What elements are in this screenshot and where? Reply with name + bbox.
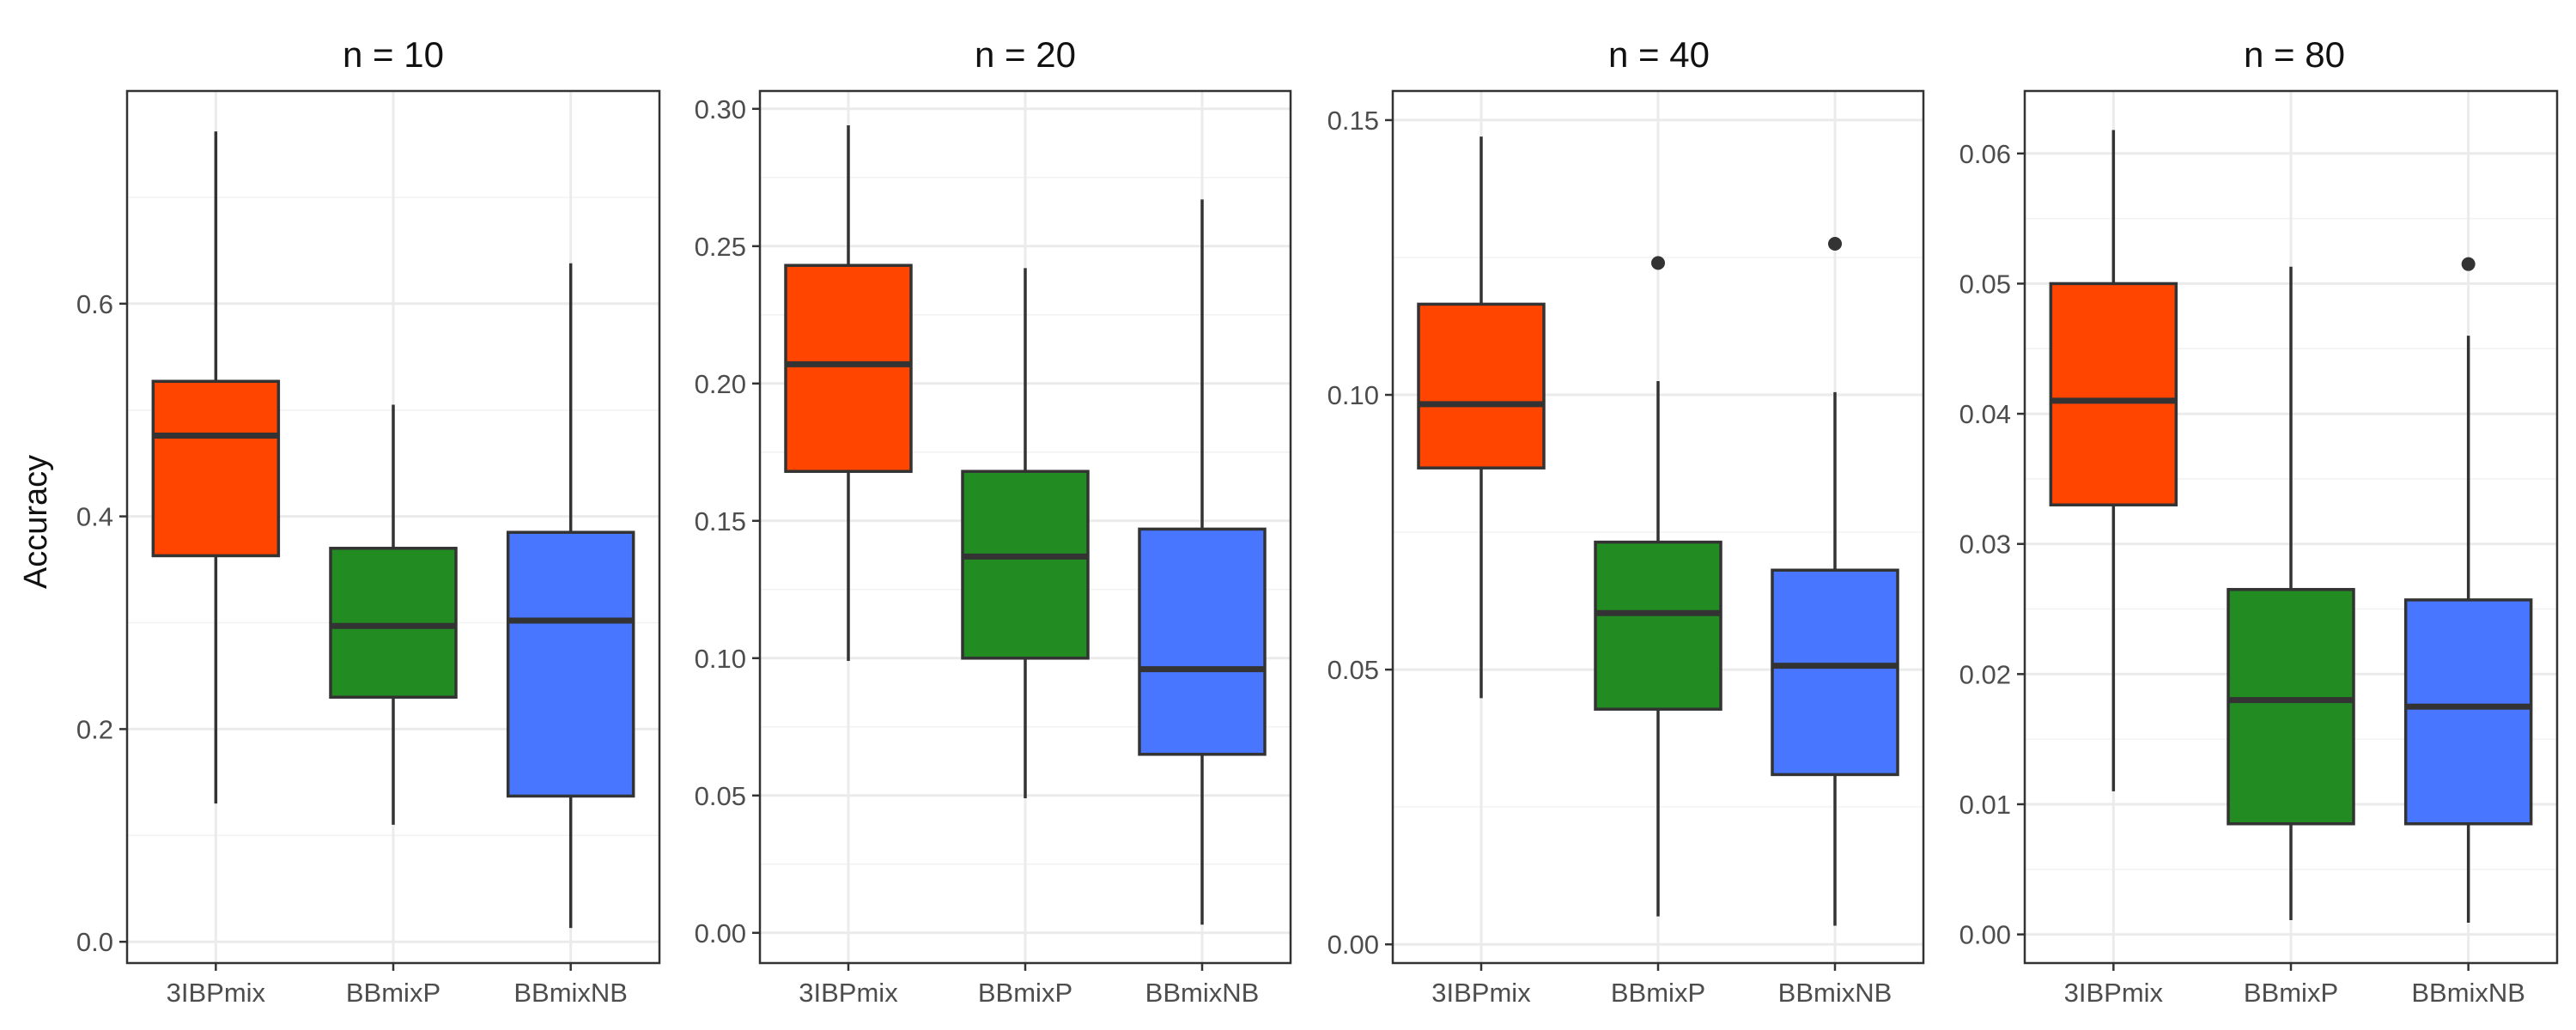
y-tick-label: 0.20 bbox=[695, 369, 746, 399]
y-tick-label: 0.03 bbox=[1959, 530, 2011, 560]
panel-plot: 0.00 0.01 0.02 0.03 0.04 0.05 0.06 3IBPmix BBmix… bbox=[1959, 89, 2559, 1008]
y-tick-label: 0.00 bbox=[1327, 930, 1379, 960]
x-tick-label: BBmixNB bbox=[2411, 978, 2525, 1008]
panel-n40: n = 40 0.00 0.05 0.10 0.15 3IBPmix BBmixP BBmi… bbox=[1327, 34, 1925, 1008]
x-tick-label: BBmixNB bbox=[1778, 978, 1893, 1008]
panel-n80: n = 80 0.00 0.01 0.02 0.03 0.04 0.05 0.06 3IBPm… bbox=[1959, 34, 2559, 1008]
box-BBmixNB bbox=[2403, 598, 2533, 826]
y-tick-label: 0.02 bbox=[1959, 659, 2011, 689]
outlier-point bbox=[2461, 257, 2476, 271]
y-tick-label: 0.0 bbox=[76, 927, 113, 957]
y-tick-label: 0.25 bbox=[695, 232, 746, 262]
y-tick-label: 0.00 bbox=[1959, 920, 2011, 950]
panel-n10: n = 10 0.0 0.2 0.4 0.6 3IBPmix BBmixP BBmixNB bbox=[76, 34, 661, 1008]
x-tick-label: BBmixNB bbox=[513, 978, 628, 1008]
y-tick-label: 0.30 bbox=[695, 94, 746, 124]
y-tick-label: 0.05 bbox=[695, 781, 746, 811]
x-tick-label: 3IBPmix bbox=[2064, 978, 2164, 1008]
panel-n20: n = 20 0.00 0.05 0.10 0.15 0.20 0.25 0.30 3IBPm… bbox=[695, 34, 1292, 1008]
y-tick-label: 0.06 bbox=[1959, 139, 2011, 169]
outlier-point bbox=[1828, 236, 1842, 251]
box-BBmixP bbox=[961, 470, 1090, 660]
panel-plot: 0.00 0.05 0.10 0.15 3IBPmix BBmixP BBmixNB bbox=[1327, 89, 1925, 1008]
x-tick-label: BBmixP bbox=[1611, 978, 1705, 1008]
box-3IBPmix bbox=[1417, 302, 1546, 470]
x-tick-label: BBmixNB bbox=[1145, 978, 1260, 1008]
y-tick-label: 0.10 bbox=[1327, 380, 1379, 410]
y-tick-label: 0.04 bbox=[1959, 399, 2011, 429]
outlier-point bbox=[1651, 256, 1665, 270]
box-BBmixNB bbox=[1771, 568, 1899, 777]
panel-plot: 0.0 0.2 0.4 0.6 3IBPmix BBmixP BBmixNB bbox=[76, 89, 661, 1008]
box-BBmixP bbox=[329, 547, 458, 699]
y-tick-label: 0.4 bbox=[76, 502, 113, 532]
y-tick-label: 0.6 bbox=[76, 289, 113, 319]
x-tick-label: 3IBPmix bbox=[799, 978, 898, 1008]
x-tick-label: 3IBPmix bbox=[1431, 978, 1531, 1008]
y-tick-label: 0.2 bbox=[76, 714, 113, 744]
y-tick-label: 0.00 bbox=[695, 918, 746, 948]
box-3IBPmix bbox=[151, 379, 281, 558]
x-tick-label: BBmixP bbox=[978, 978, 1072, 1008]
y-tick-label: 0.05 bbox=[1327, 655, 1379, 685]
x-tick-label: BBmixP bbox=[2244, 978, 2338, 1008]
box-3IBPmix bbox=[2049, 282, 2178, 506]
panel-title: n = 80 bbox=[2244, 34, 2345, 75]
x-tick-label: BBmixP bbox=[346, 978, 440, 1008]
y-tick-label: 0.05 bbox=[1959, 269, 2011, 299]
box-3IBPmix bbox=[784, 264, 913, 473]
y-tick-label: 0.10 bbox=[695, 644, 746, 674]
y-tick-label: 0.15 bbox=[695, 506, 746, 536]
panel-title: n = 10 bbox=[343, 34, 444, 75]
box-BBmixNB bbox=[1138, 527, 1267, 756]
y-tick-label: 0.01 bbox=[1959, 790, 2011, 820]
box-BBmixP bbox=[2227, 588, 2355, 826]
panel-title: n = 40 bbox=[1608, 34, 1710, 75]
box-BBmixNB bbox=[506, 530, 635, 798]
x-tick-label: 3IBPmix bbox=[167, 978, 266, 1008]
panel-plot: 0.00 0.05 0.10 0.15 0.20 0.25 0.30 3IBPmix BBmix… bbox=[695, 89, 1292, 1008]
box-BBmixP bbox=[1594, 540, 1722, 711]
panel-title: n = 20 bbox=[975, 34, 1076, 75]
y-axis-label: Accuracy bbox=[18, 455, 54, 589]
y-tick-label: 0.15 bbox=[1327, 106, 1379, 136]
